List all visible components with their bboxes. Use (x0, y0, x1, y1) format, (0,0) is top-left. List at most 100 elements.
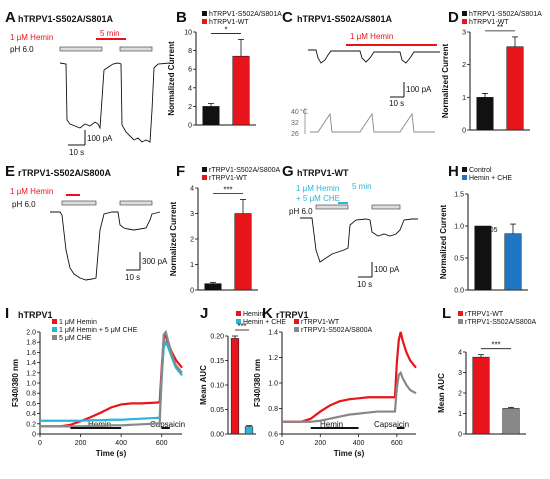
panel-i-y-tick-label: 1.4 (26, 360, 36, 367)
panel-h-y-tick-label: 1.5 (454, 192, 464, 199)
panel-i-y-tick-label: 1.2 (26, 370, 36, 377)
panel-j-bar (244, 426, 254, 435)
panel-i-y-tick-label: 1.8 (26, 340, 36, 347)
panel-letter-d: D (448, 9, 459, 26)
panel-g-scale-t-label: 10 s (357, 280, 372, 289)
panel-g-ph-bar-2 (371, 204, 401, 210)
panel-c-scale-t-label: 10 s (389, 99, 404, 108)
panel-j-legend-label: Hemin (243, 311, 263, 318)
panel-f-y-tick-label: 2 (190, 237, 194, 244)
panel-e-drug-label: 1 μM Hemin (10, 187, 53, 196)
panel-i-y-tick-label: 0.4 (26, 411, 36, 418)
panel-i-x-tick-label: 200 (75, 440, 87, 447)
panel-g-drug-label-1: 1 μM Hemin (296, 184, 339, 193)
panel-f-bar (204, 283, 222, 291)
panel-h-y-tick-label: 0.5 (454, 256, 464, 263)
panel-l-legend-swatch (458, 311, 463, 316)
panel-i-legend-label: 1 μM Hemin (59, 319, 97, 326)
panel-l-y-tick-label: 3 (458, 370, 462, 377)
panel-g-scale-i-label: 100 pA (374, 265, 400, 274)
panel-h-y-tick-label: 1.0 (454, 224, 464, 231)
panel-l-legend-label: rTRPV1-WT (465, 311, 504, 318)
panel-b-legend-swatch (202, 19, 207, 24)
panel-e-scale-t-label: 10 s (125, 273, 140, 282)
panel-d-y-tick-label: 1 (462, 95, 466, 102)
panel-f-y-tick-label: 3 (190, 211, 194, 218)
panel-i-x-tick-label: 0 (38, 440, 42, 447)
panel-c-title: hTRPV1-S502A/S801A (297, 14, 393, 24)
panel-l-sig-marker: *** (491, 341, 500, 350)
panel-i-chart: 0 0.2 0.4 0.6 0.8 1.0 1.2 1.4 1.6 1.8 2.0 F340/380 … (11, 319, 183, 458)
panel-d-bar (476, 97, 494, 131)
panel-letter-e: E (5, 163, 15, 180)
panel-letter-g: G (282, 163, 294, 180)
panel-k-series-line (282, 331, 417, 423)
panel-l-chart: 0 1 2 3 4 Mean AUC rTRPV1-WTrTRPV1-S502A/S800A… (437, 311, 537, 439)
panel-b-y-tick-label: 0 (188, 123, 192, 130)
panel-i-series-line (40, 329, 183, 428)
panel-d-chart: 0 1 2 3 Normalized Current hTRPV1-S502A/S801A… (441, 11, 542, 135)
panel-a-trace (59, 62, 171, 143)
panel-i-x-label: Time (s) (96, 449, 127, 458)
panel-k-title: rTRPV1 (276, 310, 309, 320)
panel-e-ph-bar-2 (119, 200, 153, 206)
panel-l-y-tick-label: 1 (458, 411, 462, 418)
panel-k-y-tick-label: 1.2 (268, 355, 278, 362)
panel-a-ph-bar-1 (59, 46, 103, 52)
panel-d-y-label: Normalized Current (441, 44, 450, 119)
panel-l-y-label: Mean AUC (437, 373, 446, 413)
panel-h-y-label: Normalized Current (439, 205, 448, 280)
panel-c-temp-tick-1: 40 (291, 109, 299, 116)
panel-d-legend-swatch (462, 11, 467, 16)
panel-f-bar (234, 213, 252, 291)
panel-j-bar (230, 338, 240, 435)
panel-d-legend-swatch (462, 19, 467, 24)
panel-k-y-tick-label: 0.8 (268, 406, 278, 413)
panel-letter-f: F (176, 163, 185, 180)
panel-k-x-tick-label: 600 (391, 440, 403, 447)
panel-f-sig-marker: *** (223, 185, 232, 194)
panel-k-hemin-label: Hemin (320, 420, 343, 429)
panel-k-x-tick-label: 200 (314, 440, 326, 447)
panel-i-x-tick-label: 400 (115, 440, 127, 447)
panel-g-time-label: 5 min (352, 182, 372, 191)
panel-g-drug-label-2: + 5 μM CHE (296, 194, 340, 203)
panel-k-legend-swatch (294, 319, 299, 324)
panel-j-sig-marker: *** (237, 322, 246, 331)
panel-i-legend-label: 1 μM Hemin + 5 μM CHE (59, 327, 138, 334)
panel-a-drug-label: 1 μM Hemin (10, 33, 53, 42)
panel-l-bar (502, 408, 520, 435)
panel-b-y-tick-label: 4 (188, 85, 192, 92)
panel-i-capsaicin-label: Capsaicin (150, 420, 185, 429)
panel-f-y-tick-label: 1 (190, 262, 194, 269)
panel-g-trace (300, 217, 418, 263)
panel-i-title: hTRPV1 (18, 310, 53, 320)
panel-e: E rTRPV1-S502A/S800A 1 μM Hemin pH 6.0 3… (5, 163, 168, 282)
panel-j-y-tick-label: 0.15 (210, 358, 224, 365)
panel-h-bar (474, 225, 492, 291)
panel-b-legend-label: hTRPV1-S502A/S801A (209, 11, 282, 18)
panel-f-chart: 0 1 2 3 4 Normalized Current rTRPV1-S502A/S800… (169, 167, 281, 295)
panel-j-legend-label: Hemin + CHE (243, 319, 286, 326)
panel-j-legend-swatch (236, 319, 241, 324)
panel-e-scale-i-label: 300 pA (142, 257, 168, 266)
panel-i-legend-label: 5 μM CHE (59, 335, 92, 342)
panel-j-legend-swatch (236, 311, 241, 316)
panel-k-x-tick-label: 0 (280, 440, 284, 447)
panel-letter-b: B (176, 9, 187, 26)
panel-b-y-label: Normalized Current (167, 41, 176, 116)
panel-l-y-tick-label: 0 (458, 432, 462, 439)
panel-b-legend-label: hTRPV1-WT (209, 19, 249, 26)
panel-j-y-tick-label: 0.05 (210, 407, 224, 414)
panel-letter-h: H (448, 163, 459, 180)
panel-e-trace (50, 211, 161, 281)
panel-f-legend-label: rTRPV1-WT (209, 175, 248, 182)
panel-letter-c: C (282, 9, 293, 26)
panel-i-y-tick-label: 0 (32, 432, 36, 439)
panel-letter-k: K (262, 305, 273, 322)
panel-i-y-tick-label: 1.6 (26, 350, 36, 357)
panel-k-y-tick-label: 1.4 (268, 330, 278, 337)
panel-a-ph-label: pH 6.0 (10, 45, 34, 54)
